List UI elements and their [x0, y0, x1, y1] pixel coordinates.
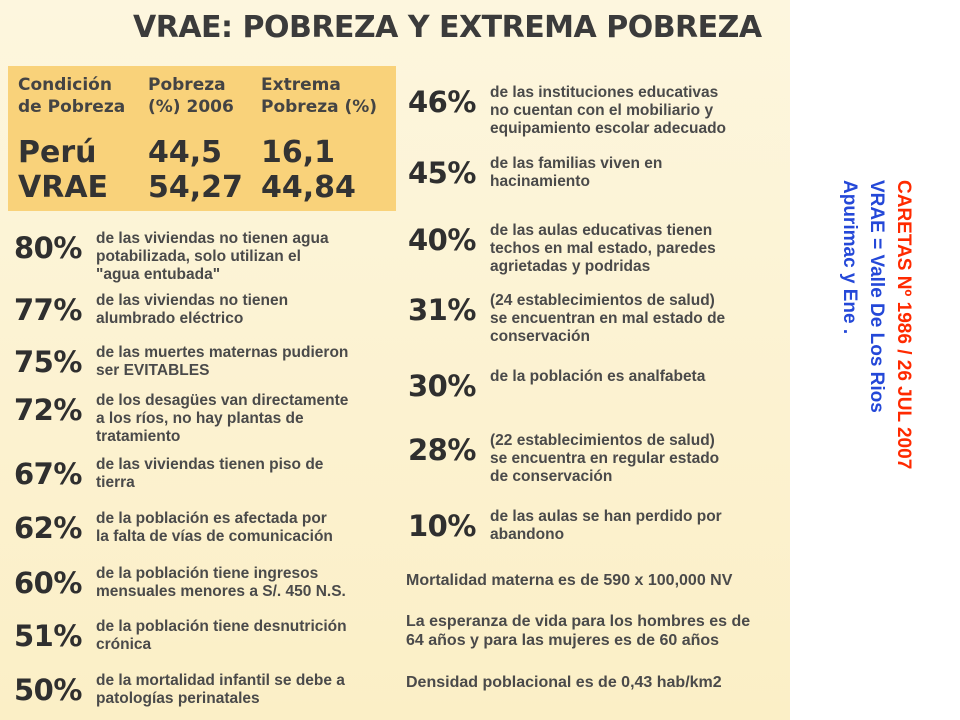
stat-percent: 75% [14, 345, 82, 379]
stat-description: de las viviendas tienen piso de tierra [96, 456, 324, 491]
stat-percent: 50% [14, 673, 82, 707]
source-caption: CARETAS Nº 1986 / 26 JUL 2007 VRAE = Val… [836, 180, 917, 469]
note-population-density: Densidad poblacional es de 0,43 hab/km2 [406, 674, 722, 691]
stat-description: de los desagües van directamente a los r… [96, 392, 349, 445]
stat-percent: 10% [408, 509, 476, 543]
caption-definition-line-2: Apurimac y Ene . [839, 180, 860, 335]
stat-description: de las viviendas no tienen alumbrado elé… [96, 292, 289, 327]
stat-percent: 30% [408, 369, 476, 403]
caption-definition-line: VRAE = Valle De Los Rios [866, 180, 887, 413]
stat-description: de las familias viven en hacinamiento [490, 155, 663, 190]
stat-description: de las aulas educativas tienen techos en… [490, 222, 716, 275]
stat-description: de la población es analfabeta [490, 368, 706, 385]
stat-item: 40% de las aulas educativas tienen techo… [408, 222, 716, 276]
table-header-extreme: Extrema Pobreza (%) [261, 75, 378, 117]
stat-item: 80% de las viviendas no tienen agua pota… [14, 230, 329, 284]
row-vrae-poverty: 54,27 [148, 170, 243, 205]
stat-description: de la población tiene desnutrición cróni… [96, 618, 347, 653]
stat-item: 67% de las viviendas tienen piso de tier… [14, 456, 323, 492]
infographic-title: VRAE: POBREZA Y EXTREMA POBREZA [133, 10, 762, 45]
table-header-condition: Condición de Pobreza [18, 75, 126, 117]
stat-description: (24 establecimientos de salud) se encuen… [490, 292, 726, 345]
note-maternal-mortality: Mortalidad materna es de 590 x 100,000 N… [406, 572, 733, 589]
stat-item: 50% de la mortalidad infantil se debe a … [14, 672, 345, 708]
row-peru-extreme: 16,1 [261, 135, 336, 170]
stat-percent: 31% [408, 293, 476, 327]
poverty-table: Condición de Pobreza Pobreza (%) 2006 Ex… [8, 66, 396, 211]
stat-percent: 62% [14, 511, 82, 545]
stat-item: 72% de los desagües van directamente a l… [14, 392, 348, 446]
caption-source-line: CARETAS Nº 1986 / 26 JUL 2007 [893, 180, 914, 470]
stat-item: 31% (24 establecimientos de salud) se en… [408, 292, 725, 346]
row-vrae-extreme: 44,84 [261, 170, 356, 205]
row-vrae-name: VRAE [18, 170, 109, 205]
stat-percent: 77% [14, 293, 82, 327]
stat-item: 75% de las muertes maternas pudieron ser… [14, 344, 348, 380]
stat-item: 51% de la población tiene desnutrición c… [14, 618, 347, 654]
stat-percent: 51% [14, 619, 82, 653]
stat-percent: 40% [408, 223, 476, 257]
stat-item: 46% de las instituciones educativas no c… [408, 84, 726, 138]
stat-description: de las viviendas no tienen agua potabili… [96, 230, 329, 283]
note-life-expectancy: La esperanza de vida para los hombres es… [406, 613, 751, 649]
stat-percent: 72% [14, 393, 82, 427]
stat-description: (22 establecimientos de salud) se encuen… [490, 432, 720, 485]
row-peru-poverty: 44,5 [148, 135, 223, 170]
stat-percent: 46% [408, 85, 476, 119]
stat-description: de las aulas se han perdido por abandono [490, 508, 722, 543]
stat-description: de las muertes maternas pudieron ser EVI… [96, 344, 349, 379]
row-peru-name: Perú [18, 135, 97, 170]
stat-description: de la población es afectada por la falta… [96, 510, 333, 545]
stat-item: 30% de la población es analfabeta [408, 368, 705, 404]
stat-percent: 80% [14, 231, 82, 265]
stat-description: de la mortalidad infantil se debe a pato… [96, 672, 345, 707]
stat-item: 60% de la población tiene ingresos mensu… [14, 565, 346, 601]
stat-item: 77% de las viviendas no tienen alumbrado… [14, 292, 288, 328]
stat-percent: 28% [408, 433, 476, 467]
infographic-panel: VRAE: POBREZA Y EXTREMA POBREZA Condició… [0, 0, 790, 720]
stat-item: 62% de la población es afectada por la f… [14, 510, 333, 546]
stat-item: 28% (22 establecimientos de salud) se en… [408, 432, 719, 486]
stat-percent: 67% [14, 457, 82, 491]
table-header-poverty: Pobreza (%) 2006 [148, 75, 234, 117]
stat-description: de la población tiene ingresos mensuales… [96, 565, 346, 600]
stat-item: 45% de las familias viven en hacinamient… [408, 155, 662, 191]
stat-percent: 60% [14, 566, 82, 600]
stat-item: 10% de las aulas se han perdido por aban… [408, 508, 722, 544]
stat-description: de las instituciones educativas no cuent… [490, 84, 727, 137]
stat-percent: 45% [408, 156, 476, 190]
